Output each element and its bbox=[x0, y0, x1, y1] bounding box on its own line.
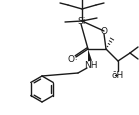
Text: NH: NH bbox=[84, 61, 98, 70]
Text: O: O bbox=[100, 27, 107, 36]
Text: :: : bbox=[74, 55, 76, 60]
Text: O: O bbox=[68, 55, 75, 64]
Text: ŏH: ŏH bbox=[112, 71, 124, 80]
Text: Si: Si bbox=[78, 17, 86, 26]
Polygon shape bbox=[88, 50, 92, 62]
